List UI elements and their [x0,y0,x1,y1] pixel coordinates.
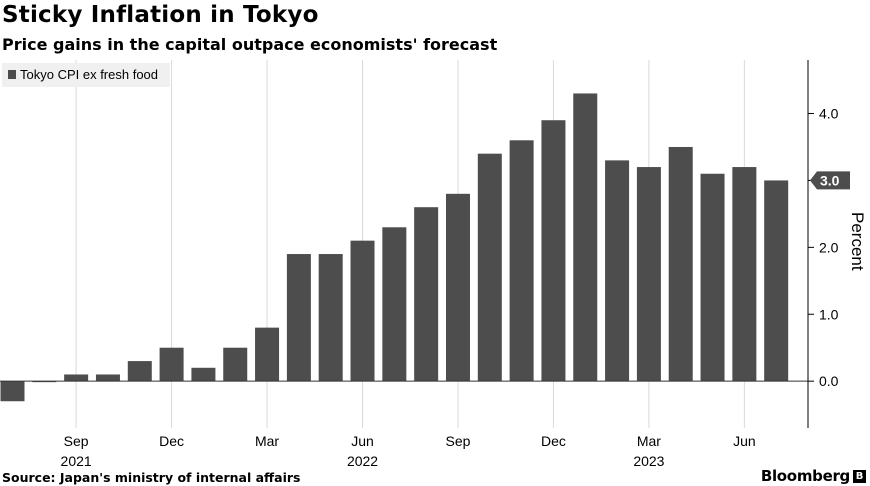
x-tick-label: Sep [446,433,471,449]
x-tick-label: Dec [159,433,184,449]
bar [732,167,757,382]
bar [159,347,184,382]
bar [286,254,311,382]
x-tick-label: Jun [733,433,756,449]
brand-icon: B [853,470,866,483]
x-tick-label: Mar [255,433,279,449]
y-axis-title: Percent [848,212,867,271]
y-tick-label: 0.0 [819,373,839,389]
bar [605,160,630,382]
x-tick-label: Dec [541,433,566,449]
last-value-badge [810,171,850,190]
x-tick-label: Jun [351,433,374,449]
bar [541,120,566,382]
x-year-label: 2021 [61,453,92,469]
legend-swatch [8,70,16,79]
bar [191,367,216,382]
x-tick-label: Mar [637,433,661,449]
bar [127,361,152,382]
legend-label: Tokyo CPI ex fresh food [20,67,158,82]
bar [700,173,725,382]
y-tick-label: 1.0 [819,306,839,322]
bar [509,140,534,382]
source-note: Source: Japan's ministry of internal aff… [2,470,301,485]
brand-logo: Bloomberg [760,467,850,485]
bar [636,167,661,382]
bar [223,347,248,382]
bar [764,180,789,382]
legend-box [2,63,170,87]
bar [0,381,25,402]
y-tick-label: 2.0 [819,239,839,255]
bar [382,227,407,382]
bar [95,374,120,382]
x-year-label: 2023 [633,453,664,469]
bar [64,374,89,382]
chart-subtitle: Price gains in the capital outpace econo… [2,35,498,54]
bar [573,93,598,382]
bar [318,254,343,382]
x-tick-label: Sep [64,433,89,449]
x-year-label: 2022 [347,453,378,469]
y-tick-label: 4.0 [819,106,839,122]
bar [255,327,280,382]
chart-title: Sticky Inflation in Tokyo [2,2,319,28]
bar [414,207,439,382]
bar [477,153,502,382]
bar [445,193,470,382]
bar [350,240,375,382]
bar [668,146,693,382]
last-value-label: 3.0 [820,172,840,188]
